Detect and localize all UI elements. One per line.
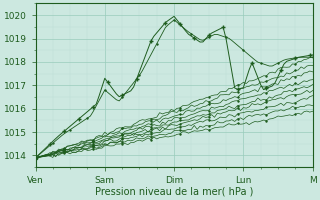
X-axis label: Pression niveau de la mer( hPa ): Pression niveau de la mer( hPa )	[95, 187, 253, 197]
